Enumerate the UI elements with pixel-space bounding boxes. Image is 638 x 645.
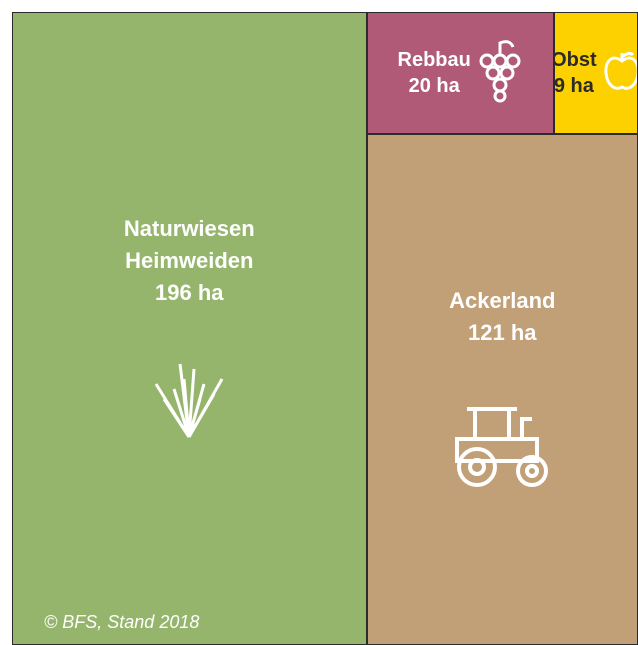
value-label: 9 ha [553, 75, 594, 98]
cell-label: Rebbau 20 ha [398, 47, 471, 99]
value-label: 20 ha [408, 75, 460, 98]
value-label: 121 ha [468, 320, 537, 346]
category-name: Rebbau [397, 49, 471, 72]
cell-label: Obst 9 ha [553, 47, 597, 99]
cell-label: Naturwiesen Heimweiden 196 ha [89, 213, 289, 309]
cell-content: Obst 9 ha [553, 47, 637, 99]
category-name: Naturwiesen Heimweiden [123, 216, 255, 273]
cell-content: Naturwiesen Heimweiden 196 ha [89, 213, 289, 444]
treemap-cell: Naturwiesen Heimweiden 196 ha [12, 12, 367, 645]
icon [144, 359, 234, 444]
category-name: Ackerland [449, 288, 556, 314]
treemap: Naturwiesen Heimweiden 196 ha Ackerland 121… [12, 12, 638, 645]
treemap-cell: Obst 9 ha [553, 12, 638, 135]
treemap-cell: Ackerland 121 ha [366, 134, 638, 645]
icon [447, 399, 557, 494]
source-note: © BFS, Stand 2018 [44, 612, 200, 632]
category-name: Obst [553, 49, 597, 72]
cell-label: Ackerland 121 ha [449, 285, 555, 349]
icon [477, 39, 523, 108]
treemap-cell: Rebbau 20 ha [366, 12, 554, 135]
cell-content: Rebbau 20 ha [398, 39, 523, 108]
value-label: 196 ha [155, 280, 224, 305]
cell-content: Ackerland 121 ha [447, 285, 557, 494]
icon [603, 49, 637, 98]
